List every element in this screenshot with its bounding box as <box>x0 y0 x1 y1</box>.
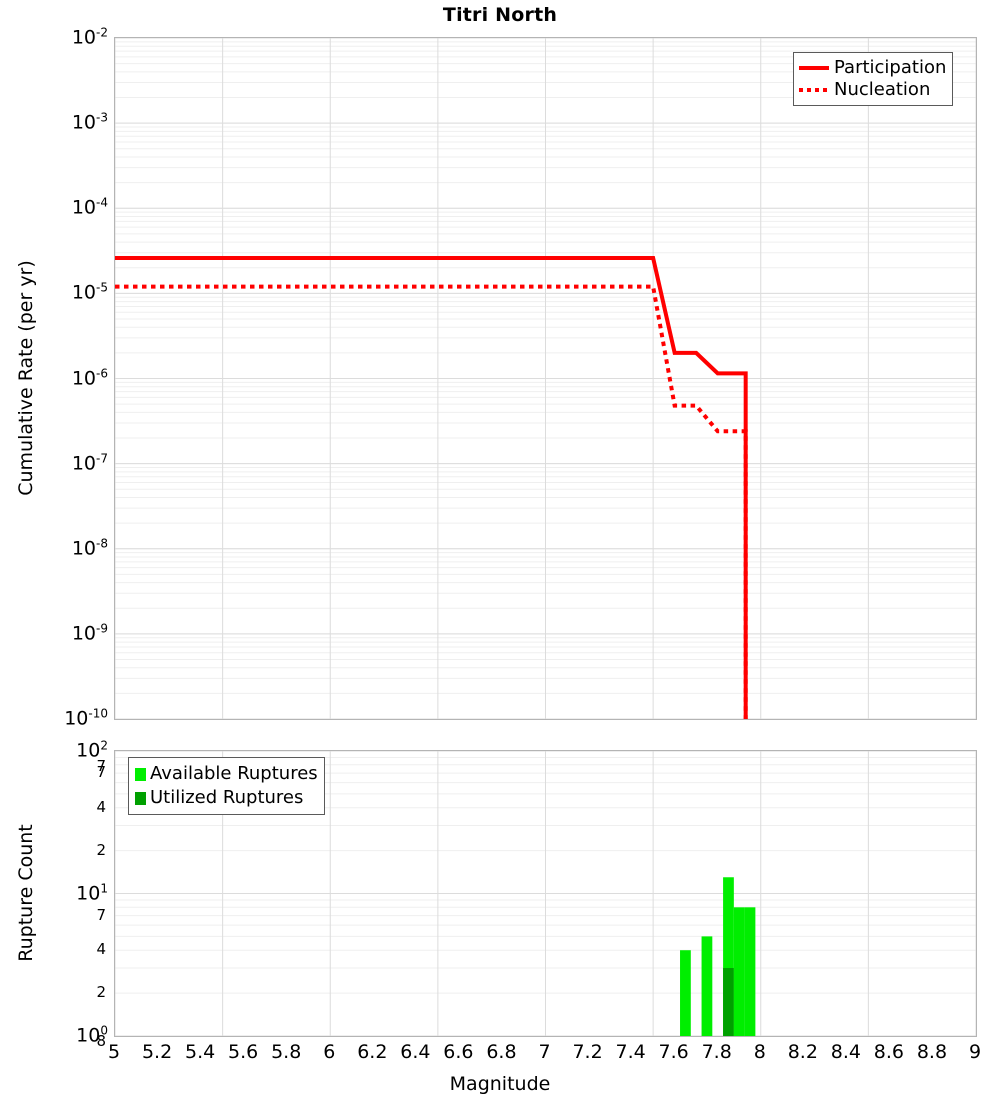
top-y-tick: 10-10 <box>64 706 108 730</box>
top-y-tick: 10-4 <box>71 195 108 219</box>
legend-item: Available Ruptures <box>134 762 318 786</box>
dotted-line-icon <box>799 83 829 97</box>
bottom-y-minor-tick: 4 <box>96 797 106 816</box>
x-tick: 6.8 <box>486 1041 517 1063</box>
x-tick: 6.2 <box>357 1041 388 1063</box>
x-tick: 6.4 <box>400 1041 431 1063</box>
x-tick: 7 <box>538 1041 551 1063</box>
utilized-rupture-bar <box>723 968 734 1036</box>
top-y-tick: 10-8 <box>71 536 108 560</box>
top-y-tick: 10-6 <box>71 365 108 390</box>
top-y-tick: 10-3 <box>71 110 108 134</box>
x-tick: 9 <box>968 1041 982 1063</box>
legend-item: Participation <box>799 57 946 79</box>
x-tick: 8 <box>753 1041 766 1063</box>
color-swatch-icon <box>135 767 146 781</box>
cumulative-rate-plot <box>114 37 977 720</box>
available-rupture-bar <box>733 907 745 1036</box>
bottom-y-tick: 100 <box>76 1023 108 1047</box>
x-tick: 6.6 <box>443 1041 474 1063</box>
available-rupture-bar <box>680 950 691 1036</box>
legend-label: Available Ruptures <box>150 763 318 784</box>
x-tick: 7.4 <box>615 1041 646 1063</box>
x-tick: 7.2 <box>572 1041 603 1063</box>
top-plot-svg <box>115 38 976 719</box>
top-y-tick: 10-2 <box>71 25 108 49</box>
available-rupture-bar <box>744 907 756 1036</box>
x-tick: 5.2 <box>141 1041 173 1063</box>
bottom-y-minor-tick: 7 <box>96 905 106 924</box>
x-axis-label: Magnitude <box>449 1073 551 1095</box>
top-y-tick: 10-7 <box>71 450 108 475</box>
page-title: Titri North <box>442 4 558 26</box>
x-tick-labels: 5 5.2 5.4 5.6 5.8 6 6.2 6.4 6.6 6.8 7 7.2 7.4 7.6 7.8 8… <box>0 1041 1000 1071</box>
series-nucleation <box>115 284 748 719</box>
top-y-tick-labels: 10-2 10-3 10-4 10-5 10-6 10-7 10-8 10-9 10-10 <box>0 0 108 1100</box>
x-tick: 7.6 <box>658 1041 689 1063</box>
rupture-count-plot <box>114 750 977 1037</box>
x-tick: 5.8 <box>271 1041 302 1063</box>
x-tick: 8.4 <box>830 1041 861 1063</box>
bottom-y-minor-tick: 4 <box>96 940 106 959</box>
legend-item: Nucleation <box>799 79 946 101</box>
x-tick: 7.8 <box>701 1041 732 1063</box>
bottom-y-tick-labels: 102 101 100 7 4 2 7 4 2 8 7 <box>0 0 108 1100</box>
top-y-tick: 10-5 <box>71 280 108 305</box>
top-legend: Participation Nucleation <box>793 52 954 106</box>
bottom-plot-svg <box>115 751 976 1036</box>
bottom-y-minor-tick: 7 <box>96 763 106 782</box>
available-rupture-bar <box>701 936 713 1036</box>
legend-label: Utilized Ruptures <box>150 787 304 808</box>
bottom-y-minor-tick: 2 <box>96 983 106 1002</box>
x-tick: 8.8 <box>916 1041 948 1063</box>
bottom-y-minor-tick: 8 <box>96 1032 106 1050</box>
legend-label: Nucleation <box>834 79 931 100</box>
x-tick: 6 <box>323 1041 336 1063</box>
x-tick: 5.6 <box>228 1041 259 1063</box>
legend-label: Participation <box>834 57 947 78</box>
x-tick: 5.4 <box>184 1041 216 1063</box>
bottom-legend: Available Ruptures Utilized Ruptures <box>128 757 325 815</box>
available-rupture-bar <box>723 877 734 1036</box>
top-y-tick: 10-9 <box>71 621 108 645</box>
bottom-y-minor-tick: 2 <box>96 840 106 859</box>
solid-line-icon <box>799 61 829 75</box>
color-swatch-icon <box>135 791 146 805</box>
bottom-y-tick: 102 <box>76 738 108 762</box>
x-tick: 8.6 <box>873 1041 904 1063</box>
bottom-y-minor-tick: 7 <box>96 757 106 775</box>
series-participation <box>115 256 748 719</box>
x-tick: 8.2 <box>787 1041 818 1063</box>
x-tick: 5 <box>107 1041 121 1063</box>
bottom-y-tick: 101 <box>76 880 108 905</box>
legend-item: Utilized Ruptures <box>134 786 318 810</box>
